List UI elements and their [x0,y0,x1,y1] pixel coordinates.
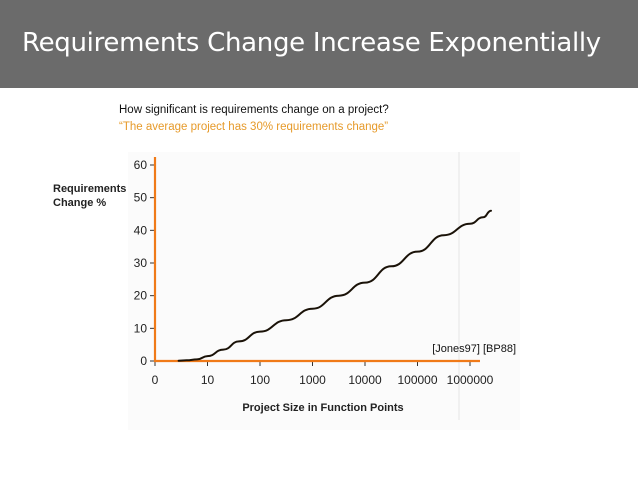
series-line [177,209,492,362]
x-tick-label: 10 [201,373,215,387]
slide-title: Requirements Change Increase Exponential… [22,28,601,58]
title-bar: Requirements Change Increase Exponential… [0,0,638,88]
x-tick-label: 1000000 [447,373,494,387]
x-tick-label: 1000 [299,373,326,387]
y-tick-label: 20 [134,289,148,303]
x-tick-label: 100 [250,373,270,387]
y-tick-label: 40 [134,223,148,237]
x-tick-label: 10000 [348,373,382,387]
y-tick-label: 50 [134,191,148,205]
x-tick-label: 0 [152,373,159,387]
question-text: How significant is requirements change o… [119,104,389,116]
x-axis-title: Project Size in Function Points [242,402,403,414]
y-tick-label: 10 [134,321,148,335]
y-tick-label: 30 [134,256,148,270]
quote-text: “The average project has 30% requirement… [119,121,389,133]
citation-label: [Jones97] [BP88] [432,343,516,355]
y-tick-label: 60 [134,158,148,172]
y-axis-title-line: Change % [53,197,106,209]
x-tick-label: 100000 [397,373,437,387]
y-axis-title: Requirements Change % [53,183,126,209]
chart-panel [128,152,520,430]
y-axis-title-line: Requirements [53,183,126,195]
y-tick-label: 0 [140,354,147,368]
